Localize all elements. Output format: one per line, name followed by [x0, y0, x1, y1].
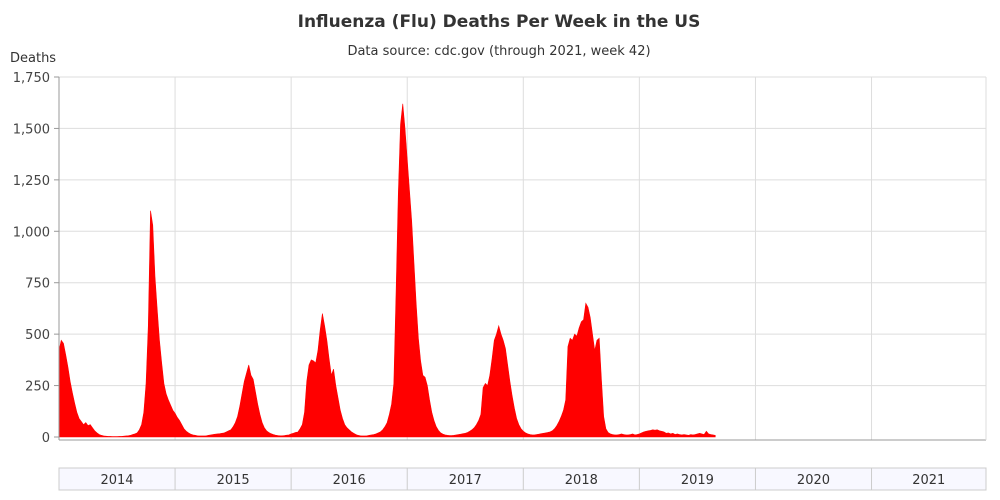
year-label-2019: 2019	[681, 473, 714, 488]
chart-title: Influenza (Flu) Deaths Per Week in the U…	[298, 12, 701, 32]
y-tick-label: 500	[25, 328, 50, 343]
year-band	[58, 467, 987, 491]
y-tick-label: 750	[25, 277, 50, 292]
year-axis: 2014 2015 2016 2017 2018 2019 2020 2021	[58, 467, 987, 491]
plot-area	[58, 103, 716, 438]
year-label-2014: 2014	[100, 473, 133, 488]
year-label-2020: 2020	[797, 473, 830, 488]
y-tick-label: 250	[25, 380, 50, 395]
chart-subtitle: Data source: cdc.gov (through 2021, week…	[347, 44, 650, 59]
year-label-2015: 2015	[217, 473, 250, 488]
y-tick-label: 1,000	[13, 225, 50, 240]
year-label-2018: 2018	[565, 473, 598, 488]
deaths-area-series	[58, 103, 716, 438]
y-tick-label: 1,750	[13, 71, 50, 86]
y-axis-label: Deaths	[10, 51, 56, 66]
year-label-2017: 2017	[449, 473, 482, 488]
y-tick-label: 1,250	[13, 174, 50, 189]
y-tick-label: 0	[42, 431, 50, 446]
axes	[58, 77, 987, 441]
year-label-2016: 2016	[333, 473, 366, 488]
y-tick-labels: 0 250 500 750 1,000 1,250 1,500 1,750	[13, 71, 59, 446]
horizontal-gridlines	[59, 76, 986, 387]
year-label-2021: 2021	[912, 473, 945, 488]
y-tick-label: 1,500	[13, 122, 50, 137]
